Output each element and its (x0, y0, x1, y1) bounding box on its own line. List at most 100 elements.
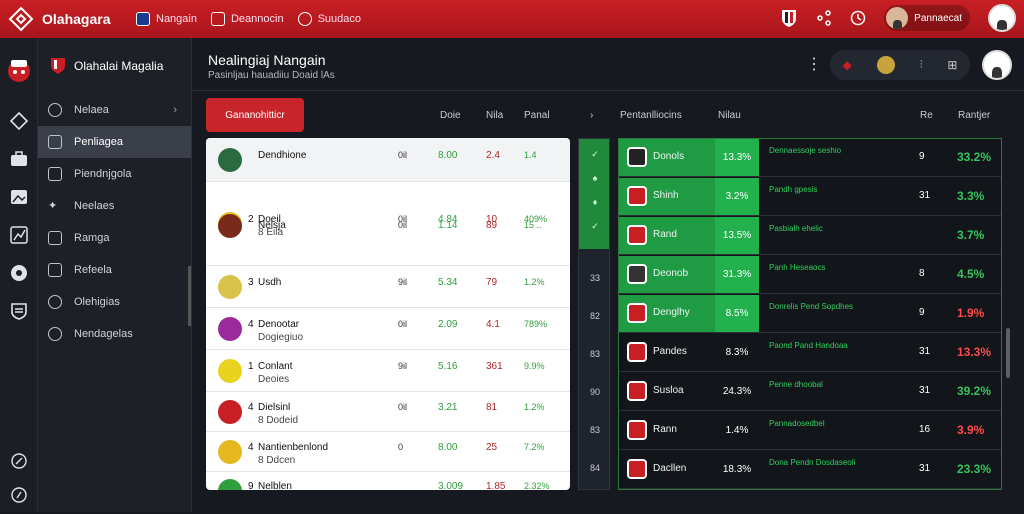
rank: 1 (248, 361, 254, 372)
stat-cell: 7.2% (524, 442, 545, 452)
table-row[interactable]: 3 Usdh 9il 5.34 79 1.2% (206, 266, 570, 308)
table-row[interactable]: Deonob 31.3% Panh Heseaocs 8 4.5% (619, 256, 1001, 294)
sidebar-item-5[interactable]: Refeela (38, 254, 191, 286)
chart-icon[interactable] (0, 216, 38, 254)
description: Penne dhoobal (769, 380, 823, 389)
nav-item-2[interactable]: Suudaco (297, 12, 361, 26)
table-row[interactable]: Donols 13.3% Dennaessoje seshio 9 33.2% (619, 139, 1001, 177)
clock-icon[interactable] (850, 10, 866, 26)
sidebar-item-2[interactable]: Piendnjgola (38, 158, 191, 190)
table-row[interactable]: Denglhy 8.5% Donrelis Pend Sopdhes 9 1.9% (619, 295, 1001, 333)
menu-icon (48, 167, 62, 181)
percent-cell: 18.3% (722, 464, 752, 475)
stat-cell: 81 (486, 402, 498, 413)
stat-cell: 9il (398, 361, 408, 371)
chevron-right-icon: › (173, 104, 177, 116)
chevron-right-icon[interactable]: › (590, 110, 594, 121)
settings-icon[interactable] (0, 442, 38, 480)
right-table: Donols 13.3% Dennaessoje seshio 9 33.2% Shinh… (618, 138, 1002, 490)
table-row[interactable]: 9 Nelblen 3.009 1.85 2.32% (206, 472, 570, 490)
shield-icon[interactable] (0, 292, 38, 330)
nav-item-1[interactable]: Deannocin (210, 12, 284, 26)
team-logo-icon (627, 147, 647, 167)
club-crest-icon[interactable] (780, 8, 798, 28)
stat-cell: 0il (398, 319, 408, 329)
avatar (886, 7, 909, 29)
team-name: Dielsinl (258, 402, 291, 413)
stat-cell: 25 (486, 442, 498, 453)
strip-icon[interactable]: ♦ (592, 197, 598, 207)
mascot-icon[interactable] (0, 38, 38, 102)
strip-icon[interactable]: ✓ (591, 221, 599, 231)
team-name: Dendhione (258, 150, 307, 161)
sidebar-item-1[interactable]: Penliagea (38, 126, 191, 158)
strip-icon[interactable]: ♠ (592, 173, 598, 183)
table-row[interactable]: Dacllen 18.3% Dona Pendn Dosdaseoli 31 23.3% (619, 451, 1001, 489)
team-name: Rann (653, 424, 677, 435)
sidebar-item-0[interactable]: Nelaea › (38, 94, 191, 126)
sidebar-item-label: Penliagea (74, 136, 123, 148)
rank: 4 (248, 402, 254, 413)
table-row[interactable]: 4 Dielsinl 8 Dodeid 0il 3.21 81 1.2% (206, 392, 570, 432)
sidebar-item-7[interactable]: Nendagelas (38, 318, 191, 350)
mascot-icon[interactable] (876, 56, 895, 74)
sidebar-item-label: Olehigias (74, 296, 120, 308)
table-row[interactable]: 4 Nantienbenlond 8 Ddcen 0 8.00 25 7.2% (206, 432, 570, 472)
menu-icon (48, 231, 62, 245)
bookmark-icon[interactable]: ⊞ (947, 58, 958, 72)
team-name: Rand (653, 229, 677, 240)
menu-icon (48, 263, 62, 277)
nav-item-0[interactable]: Nangain (136, 12, 197, 26)
table-row[interactable]: Dendhione 0il 8.00 2.4 1.4 (206, 138, 570, 182)
sidebar-item-3[interactable]: ✦ Neelaes (38, 190, 191, 222)
team-logo-icon (627, 459, 647, 479)
briefcase-icon[interactable] (0, 140, 38, 178)
table-row[interactable]: 4 Denootar Dogiegiuo 0il 2.09 4.1 789% (206, 308, 570, 350)
table-row[interactable]: Rand 13.5% Pasbialh ehelic 3.7% (619, 217, 1001, 255)
table-scrollbar[interactable] (1006, 328, 1010, 378)
rank: 31 (919, 385, 931, 396)
app-logo-icon[interactable] (4, 2, 38, 36)
diamond-icon[interactable] (0, 102, 38, 140)
team-name: Deonob (653, 268, 689, 279)
table-row[interactable]: 1 Conlant Deoies 9il 5.16 361 9.9% (206, 350, 570, 392)
sidebar-item-6[interactable]: Olehigias (38, 286, 191, 318)
diamond-icon[interactable]: ◆ (842, 58, 852, 72)
stat-cell: 409% (524, 214, 548, 224)
user-name: Pannaecat (914, 12, 962, 24)
menu-icon: ✦ (48, 200, 58, 212)
percent-cell: 31.3% (715, 256, 759, 293)
more-icon[interactable]: ⋮ (806, 56, 822, 73)
menu-icon (48, 295, 62, 309)
team-name: Dacllen (653, 463, 687, 474)
profile-avatar[interactable] (988, 4, 1016, 32)
sidebar-scrollbar[interactable] (188, 266, 191, 326)
share-icon[interactable] (816, 10, 832, 26)
sidebar-item-4[interactable]: Ramga (38, 222, 191, 254)
table-row[interactable]: Shinh 3.2% Pandh gpesis 31 3.3% (619, 178, 1001, 216)
team-name: Shinh (653, 190, 679, 201)
help-icon[interactable] (0, 476, 38, 514)
stat-cell: 1.2% (524, 277, 545, 287)
stat-cell: 10 (486, 214, 498, 225)
team-name: Nelsja (258, 220, 286, 231)
image-icon[interactable] (0, 178, 38, 216)
strip-value: 83 (589, 425, 600, 435)
top-bar: Olahagara Nangain Deannocin Suudaco Pann… (0, 0, 1024, 38)
user-menu[interactable]: Pannaecat (884, 5, 970, 31)
stat-cell: 789% (524, 319, 548, 329)
stat-cell: 9.9% (524, 361, 545, 371)
ball-icon[interactable] (0, 254, 38, 292)
profile-avatar[interactable] (982, 50, 1012, 80)
table-row[interactable]: Pandes 8.3% Paond Pand Handoaa 31 13.3% (619, 334, 1001, 372)
table-row[interactable]: Susloa 24.3% Penne dhoobal 31 39.2% (619, 373, 1001, 411)
table-row[interactable]: Rann 1.4% Pannadosedbel 16 3.9% (619, 412, 1001, 450)
team-name: Donols (653, 151, 685, 162)
tab-button[interactable]: Gananohitticr (206, 98, 304, 132)
menu-icon (48, 327, 62, 341)
description: Donrelis Pend Sopdhes (769, 302, 854, 311)
strip-icon[interactable]: ✓ (591, 149, 599, 159)
col-header: Rantjer (958, 110, 991, 121)
filter-icon[interactable]: ⫶ (919, 58, 923, 71)
icon-rail (0, 38, 38, 512)
